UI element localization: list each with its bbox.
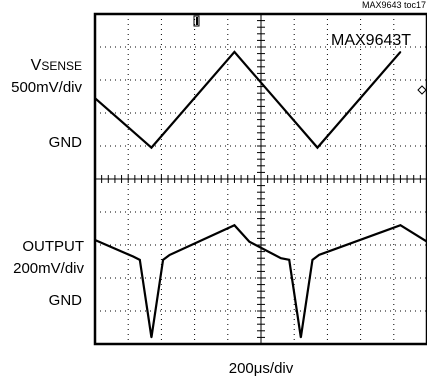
plot-frame — [93, 12, 427, 346]
output-trace-point — [399, 224, 402, 226]
vsense-scale-label: 500mV/div — [11, 79, 82, 96]
vsense-trace-point — [233, 51, 236, 53]
x-axis-label: 200μs/div — [229, 360, 294, 377]
output-trace-point — [162, 259, 164, 261]
output-scale-label: 200mV/div — [13, 260, 84, 277]
output-trace-point — [139, 259, 141, 261]
vsense-trace-point — [399, 51, 402, 53]
output-trace-point — [311, 259, 314, 261]
output-trace-point — [233, 224, 236, 226]
trigger-level-icon — [417, 85, 427, 95]
vsense-trace-group — [94, 50, 402, 150]
vsense-trace-point — [150, 146, 153, 149]
vsense-label: VSENSE — [31, 57, 82, 74]
output-trace-point — [300, 336, 302, 339]
vsense-label-sub: SENSE — [41, 59, 82, 73]
grid-lines — [94, 13, 427, 344]
vsense-trace — [94, 50, 402, 150]
figure-id: MAX9643 toc17 — [362, 0, 426, 10]
output-label: OUTPUT — [22, 238, 84, 255]
output-trace-point — [150, 336, 153, 339]
output-ground-label: GND — [49, 292, 83, 309]
trigger-position-icon — [193, 15, 200, 27]
part-number: MAX9643T — [331, 32, 411, 49]
output-trace-point — [248, 240, 251, 243]
vsense-trace-point — [316, 146, 319, 149]
output-trace-point — [168, 254, 171, 256]
output-trace-point — [318, 254, 320, 256]
vsense-ground-label: GND — [49, 134, 83, 151]
output-trace-point — [280, 257, 282, 260]
output-trace-point — [288, 259, 291, 261]
vsense-label-main: V — [31, 57, 42, 74]
output-trace-point — [132, 255, 134, 258]
